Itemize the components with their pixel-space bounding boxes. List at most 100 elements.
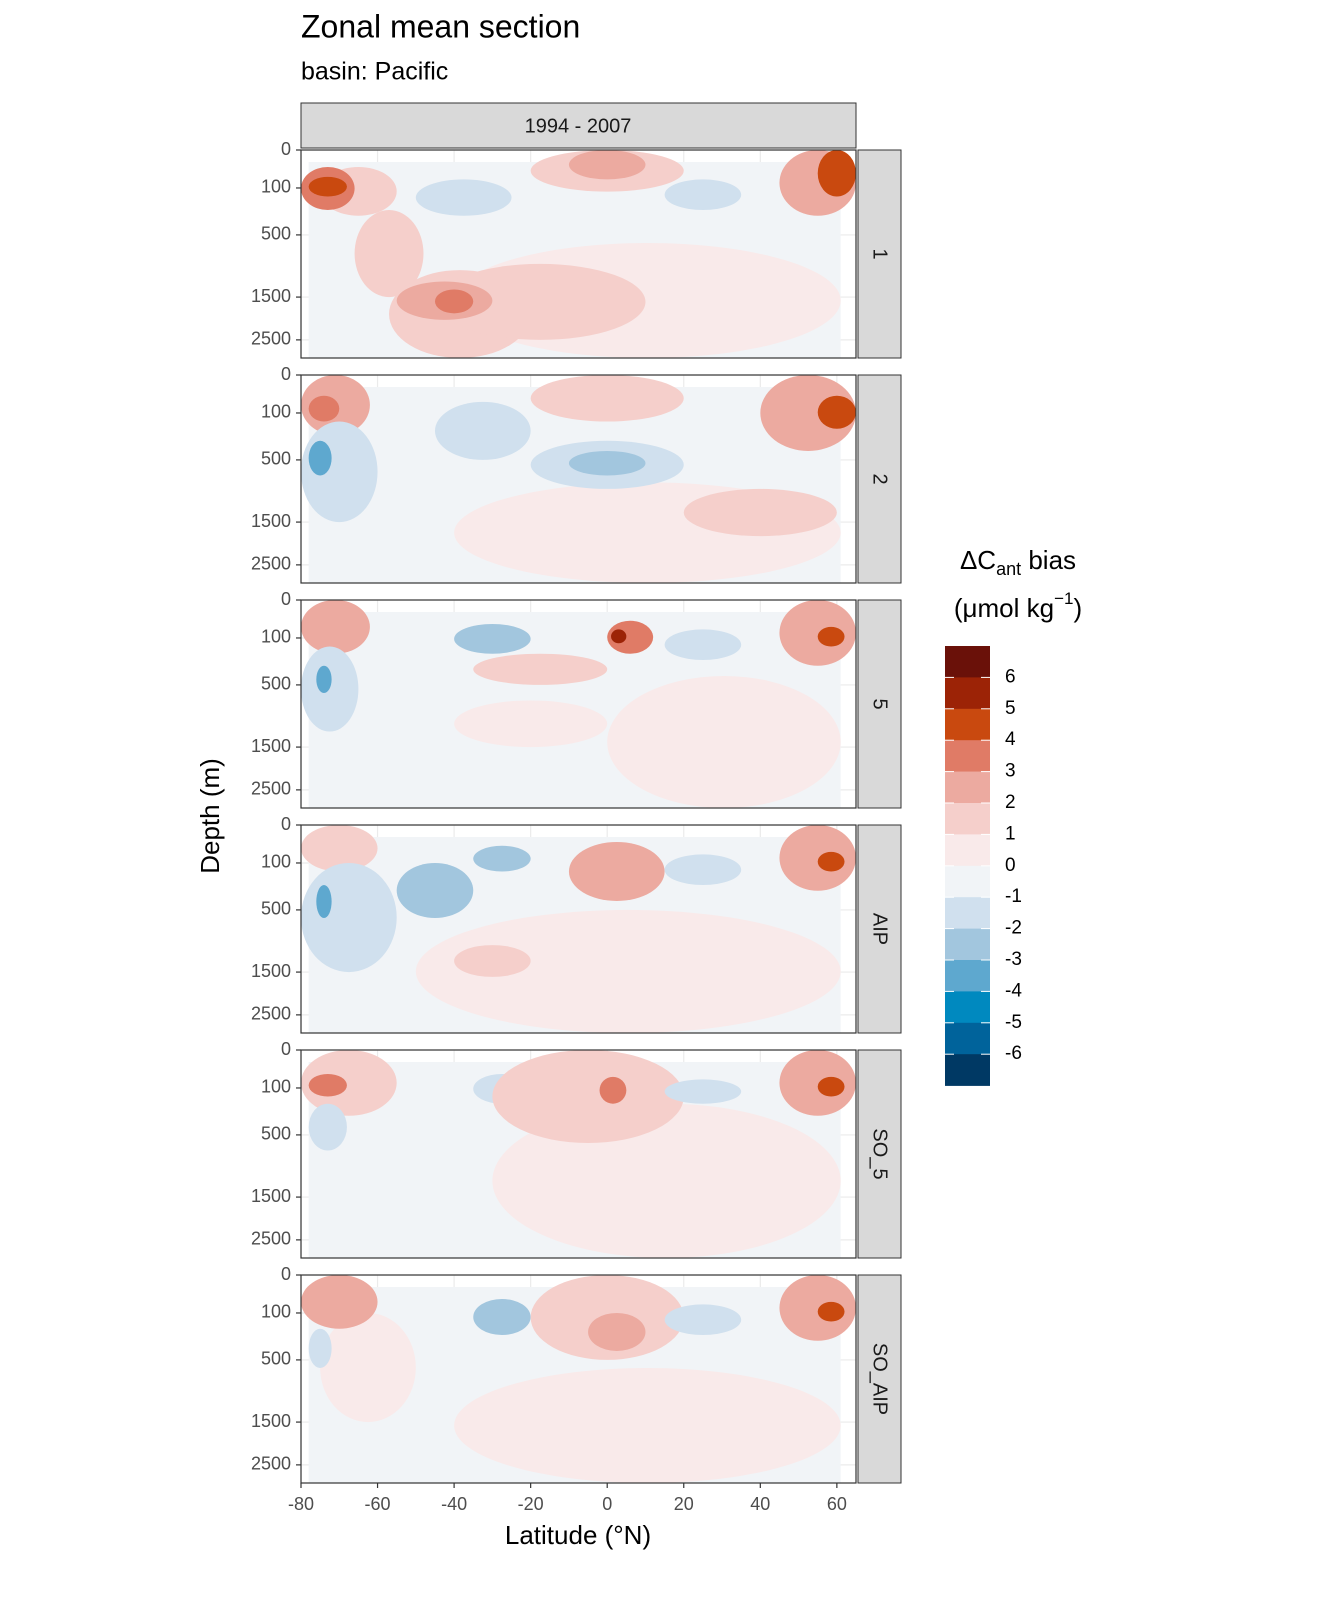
legend-label: 6 (1005, 666, 1016, 687)
strip (857, 149, 902, 359)
contour-region (308, 395, 340, 422)
legend-label: 5 (1005, 698, 1016, 719)
strip (857, 1274, 902, 1484)
x-tick-label: 60 (827, 1494, 847, 1514)
contour-region (454, 1368, 841, 1483)
contour-region (588, 1312, 646, 1351)
legend-title-text: ΔC (960, 545, 996, 575)
legend-swatch (945, 928, 990, 961)
contour-region (779, 1275, 856, 1341)
y-tick-label: 0 (281, 1039, 291, 1059)
contour-region (308, 176, 347, 197)
panel-plot (301, 1275, 856, 1483)
strip (857, 374, 902, 584)
contour-region (568, 841, 665, 901)
x-tick-label: 20 (674, 1494, 694, 1514)
y-axis-title: Depth (m) (195, 758, 225, 874)
strip-label: 5 (869, 698, 891, 709)
y-tick-label: 100 (261, 852, 291, 872)
contour-region (301, 1275, 378, 1329)
contour-region (664, 1079, 742, 1104)
contour-region (354, 210, 424, 298)
contour-region (817, 851, 845, 872)
panel-border (300, 1049, 857, 1259)
contour-region (607, 620, 654, 654)
contour-region (316, 885, 332, 919)
y-tick-label: 2500 (251, 329, 291, 349)
legend-swatch (945, 897, 990, 929)
contour-region (760, 375, 856, 451)
x-tick-label: 0 (602, 1494, 612, 1514)
contour-region (308, 1074, 347, 1097)
x-axis-title: Latitude (°N) (505, 1520, 651, 1550)
contour-region (817, 626, 845, 647)
panel-plot (301, 375, 856, 583)
legend-unit-text: (μmol kg (954, 593, 1054, 623)
y-tick-label: 0 (281, 364, 291, 384)
legend-swatch (945, 771, 990, 804)
strip (300, 102, 857, 149)
legend-swatch (945, 1054, 990, 1086)
legend-label: 0 (1005, 855, 1016, 876)
strip (857, 599, 902, 809)
y-tick-label: 2500 (251, 1004, 291, 1024)
contour-region (530, 375, 684, 422)
strip-label: 1994 - 2007 (525, 115, 632, 137)
x-tick-label: 40 (750, 1494, 770, 1514)
legend-swatch (945, 1022, 990, 1055)
legend-label: -1 (1005, 886, 1022, 907)
contour-region (415, 909, 841, 1033)
legend-swatch (945, 677, 990, 710)
strip-label: 1 (869, 248, 891, 259)
legend-unit-end: ) (1073, 593, 1082, 623)
y-tick-label: 1500 (251, 961, 291, 981)
panel-plot (301, 150, 856, 358)
contour-region (434, 401, 531, 460)
chart-title: Zonal mean section (301, 8, 580, 44)
legend-label: -2 (1005, 918, 1022, 939)
contour-region (473, 653, 608, 685)
panel-plot (301, 600, 856, 808)
strip-label: AIP (869, 913, 891, 945)
strip (857, 1049, 902, 1259)
contour-region (473, 845, 531, 872)
contour-region (454, 624, 531, 654)
legend-unit-sup: −1 (1054, 589, 1073, 608)
contour-region (301, 646, 359, 732)
legend-label: 3 (1005, 761, 1016, 782)
contour-region (308, 1103, 347, 1151)
contour-region (301, 862, 397, 973)
y-tick-label: 2500 (251, 554, 291, 574)
x-tick-label: -60 (365, 1494, 391, 1514)
legend-label: -5 (1005, 1012, 1022, 1033)
contour-region (568, 150, 646, 180)
contour-region (779, 1050, 856, 1116)
y-tick-label: 1500 (251, 736, 291, 756)
y-tick-label: 0 (281, 139, 291, 159)
contour-region (664, 854, 742, 886)
y-tick-label: 0 (281, 589, 291, 609)
legend-label: -4 (1005, 980, 1022, 1001)
strip-label: SO_5 (869, 1128, 891, 1179)
contour-region (320, 1312, 416, 1423)
contour-region (454, 700, 608, 748)
y-tick-label: 2500 (251, 779, 291, 799)
panel-plot (301, 825, 856, 1033)
contour-region (779, 600, 856, 666)
y-tick-label: 500 (261, 224, 291, 244)
legend-label: -3 (1005, 949, 1022, 970)
contour-region (817, 1076, 845, 1097)
x-tick-label: -20 (518, 1494, 544, 1514)
contour-region (492, 1050, 684, 1144)
y-tick-label: 100 (261, 1077, 291, 1097)
strip-label: SO_AIP (869, 1343, 891, 1415)
x-tick-label: -80 (288, 1494, 314, 1514)
legend-label: 4 (1005, 729, 1016, 750)
y-tick-label: 2500 (251, 1454, 291, 1474)
panel-border (300, 1274, 857, 1484)
panel-plot (301, 1050, 856, 1258)
y-tick-label: 500 (261, 674, 291, 694)
panel-border (300, 374, 857, 584)
legend-title: ΔCant bias (960, 545, 1076, 579)
